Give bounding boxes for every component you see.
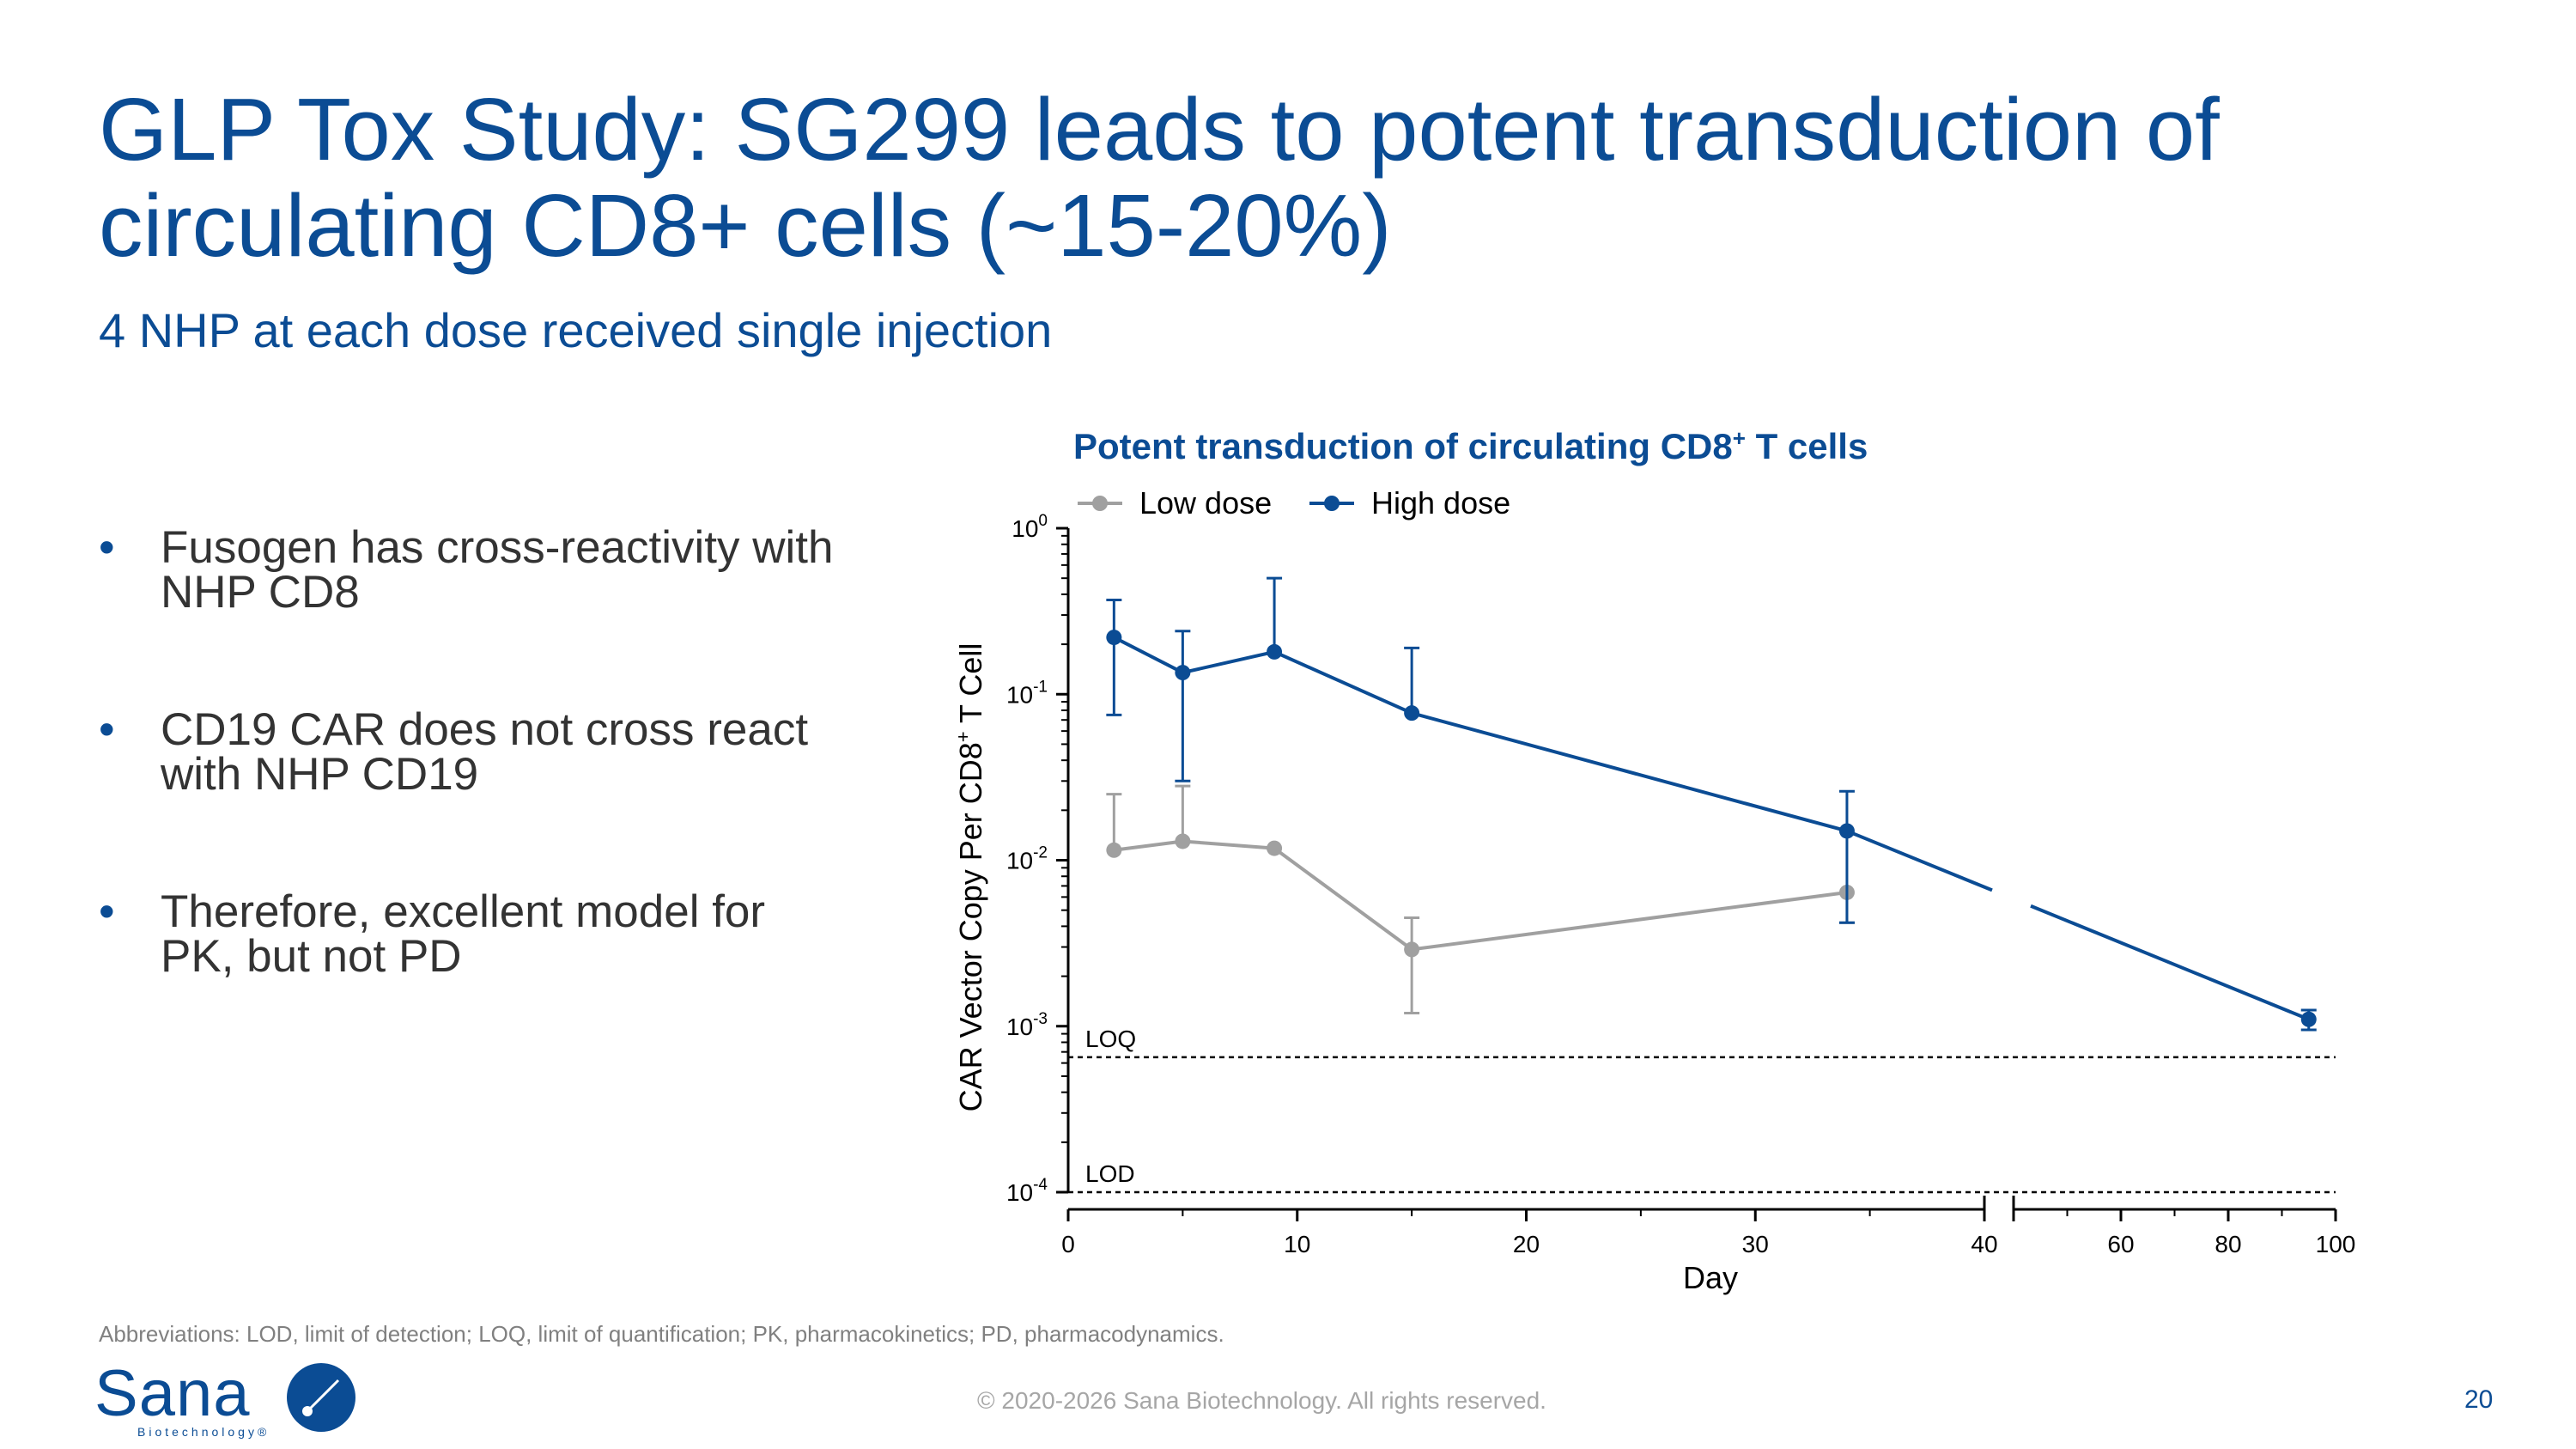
- y-tick-label: 10-3: [1006, 1010, 1048, 1040]
- x-tick-label: 60: [2107, 1231, 2134, 1257]
- x-axis-label: Day: [1683, 1260, 1738, 1295]
- series-line-segment: [1182, 649, 1275, 675]
- slide-title: GLP Tox Study: SG299 leads to potent tra…: [99, 80, 2220, 275]
- legend-label: Low dose: [1139, 485, 1272, 521]
- company-logo: Sana Biotechnology®: [94, 1361, 369, 1439]
- legend-marker: [1092, 496, 1108, 511]
- y-axis-label: CAR Vector Copy Per CD8+ T Cell: [952, 643, 988, 1112]
- data-point: [1404, 941, 1420, 958]
- page-number: 20: [2464, 1385, 2494, 1414]
- series-line-segment: [1846, 829, 1993, 892]
- series-line-segment: [1411, 711, 1848, 833]
- footnote: Abbreviations: LOD, limit of detection; …: [99, 1321, 1224, 1347]
- legend-label: High dose: [1371, 485, 1510, 521]
- data-point: [1106, 842, 1122, 858]
- y-tick-label: 10-1: [1006, 678, 1048, 708]
- x-tick-label: 30: [1742, 1231, 1769, 1257]
- data-point: [2300, 1011, 2317, 1027]
- x-tick-label: 0: [1061, 1231, 1075, 1257]
- y-tick-label: 10-2: [1006, 844, 1048, 874]
- y-tick-label: 100: [1012, 512, 1048, 542]
- x-tick-label: 20: [1513, 1231, 1540, 1257]
- logo-subtext: Biotechnology®: [137, 1425, 270, 1439]
- series-line-segment: [1273, 650, 1413, 715]
- chart-title: Potent transduction of circulating CD8+ …: [1073, 425, 1868, 466]
- legend-marker: [1324, 496, 1340, 511]
- x-tick-label: 100: [2316, 1231, 2356, 1257]
- x-tick-label: 80: [2215, 1231, 2241, 1257]
- series-line-segment: [1411, 890, 1848, 952]
- slide-subtitle: 4 NHP at each dose received single injec…: [99, 303, 1053, 357]
- reference-line-label: LOD: [1085, 1160, 1135, 1187]
- series-line-segment: [1114, 839, 1183, 852]
- copyright: © 2020-2026 Sana Biotechnology. All righ…: [977, 1387, 1546, 1414]
- bullet-icon: •: [99, 704, 115, 755]
- series-line-segment: [1273, 846, 1413, 952]
- bullet-list: • Fusogen has cross-reactivity with NHP C…: [99, 522, 837, 1072]
- series-line-segment: [2030, 904, 2310, 1021]
- reference-line-label: LOQ: [1085, 1026, 1136, 1052]
- bullet-text: Fusogen has cross-reactivity with NHP CD…: [161, 522, 834, 618]
- logo-mark-icon: [287, 1363, 355, 1432]
- bullet-item: • Fusogen has cross-reactivity with NHP C…: [99, 522, 837, 615]
- data-point: [1267, 643, 1283, 660]
- bullet-item: • CD19 CAR does not cross react with NHP …: [99, 704, 837, 797]
- logo-wordmark: Sana: [94, 1357, 251, 1430]
- series-line-segment: [1113, 636, 1184, 674]
- x-tick-label: 10: [1284, 1231, 1310, 1257]
- series-line-segment: [1182, 839, 1275, 850]
- bullet-icon: •: [99, 522, 115, 573]
- data-point: [1838, 823, 1855, 839]
- bullet-text: Therefore, excellent model for PK, but n…: [161, 886, 766, 982]
- data-point: [1267, 840, 1283, 856]
- data-point: [1175, 665, 1191, 681]
- data-point: [1175, 833, 1191, 849]
- data-point: [1106, 630, 1122, 646]
- y-tick-label: 10-4: [1006, 1176, 1048, 1206]
- x-tick-label: 40: [1971, 1231, 1997, 1257]
- bullet-text: CD19 CAR does not cross react with NHP C…: [161, 704, 809, 800]
- data-point: [1404, 705, 1420, 721]
- bullet-icon: •: [99, 886, 115, 937]
- bullet-item: • Therefore, excellent model for PK, but …: [99, 886, 837, 979]
